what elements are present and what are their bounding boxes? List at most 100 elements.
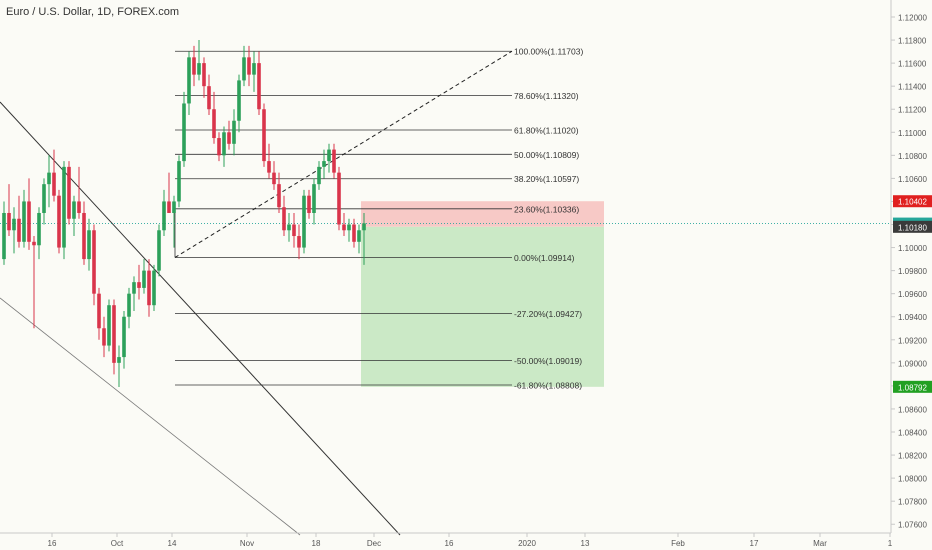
fib-level-label: -61.80%(1.08808) (514, 380, 582, 390)
candle-body (72, 201, 76, 219)
candle-body (7, 212, 11, 231)
time-tick-label: 17 (750, 539, 759, 548)
candle-body (262, 109, 266, 162)
time-axis-ticks: 16 Oct 14 Nov 18 Dec 16 2020 13 Feb 17 Mar 1 (48, 533, 893, 548)
candle-body (222, 132, 226, 156)
time-tick-label: Dec (367, 539, 381, 548)
candle-body (292, 224, 296, 237)
fib-level-label: -50.00%(1.09019) (514, 356, 582, 366)
candle-body (307, 195, 311, 213)
chart-title: Euro / U.S. Dollar, 1D, FOREX.com (6, 6, 179, 18)
candle-body (47, 172, 51, 185)
fib-level-label: -27.20%(1.09427) (514, 309, 582, 319)
candle-body (82, 212, 86, 260)
price-tick-label: 1.11400 (898, 83, 927, 92)
candle-body (127, 293, 131, 317)
candle-body (32, 241, 36, 246)
candle-body (132, 282, 136, 294)
candle-body (187, 57, 191, 104)
price-tick-label: 1.09400 (898, 313, 927, 322)
candle-body (22, 201, 26, 242)
price-tag-label: 1.10180 (898, 223, 927, 232)
time-tick-label: 2020 (518, 539, 536, 548)
candle-body (207, 86, 211, 110)
price-tick-label: 1.10600 (898, 175, 927, 184)
price-tick-label: 1.09800 (898, 267, 927, 276)
fib-level-label: 38.20%(1.10597) (514, 174, 579, 184)
price-tag-box (893, 220, 932, 233)
candle-body (237, 80, 241, 121)
candle-body (347, 224, 351, 231)
candle-body (157, 230, 161, 271)
time-tick-label: 16 (48, 539, 57, 548)
trend-line-upper[interactable] (0, 101, 401, 536)
time-axis[interactable]: 16 Oct 14 Nov 18 Dec 16 2020 13 Feb 17 Mar 1 (0, 532, 893, 548)
candle-body (352, 224, 356, 242)
price-tag-box (893, 380, 932, 393)
candle-body (227, 132, 231, 144)
candle-body (197, 63, 201, 75)
time-tick-label: 14 (168, 539, 177, 548)
candle-body (87, 230, 91, 260)
candle-body (317, 166, 321, 185)
candle-body (257, 63, 261, 110)
candle-body (312, 184, 316, 213)
candle-body (147, 270, 151, 306)
trend-lines[interactable] (0, 50, 513, 536)
price-tag-label: 1.08792 (898, 383, 927, 392)
candle-body (112, 305, 116, 363)
price-tick-label: 1.09600 (898, 290, 927, 299)
price-tick-label: 1.09000 (898, 359, 927, 368)
candle-body (252, 63, 256, 75)
fib-level-label: 23.60%(1.10336) (514, 204, 579, 214)
price-tag-box (893, 195, 932, 208)
take-profit-zone[interactable] (361, 226, 604, 387)
price-tag-label: 1.10402 (898, 198, 927, 207)
price-tick-label: 1.08600 (898, 405, 927, 414)
candle-body (102, 328, 106, 346)
stop-loss-zone[interactable] (361, 201, 604, 227)
candle-body (302, 195, 306, 248)
candle-body (287, 224, 291, 231)
fib-level-label: 61.80%(1.11020) (514, 125, 579, 135)
candle-body (2, 212, 6, 260)
price-tick-label: 1.07800 (898, 498, 927, 507)
candle-body (322, 161, 326, 167)
trend-line-lower[interactable] (0, 297, 301, 536)
price-axis[interactable]: 1.07600 1.07800 1.08000 1.08200 1.08400 1.086… (890, 0, 932, 533)
price-tick-label: 1.09200 (898, 336, 927, 345)
time-tick-label: 1 (888, 539, 893, 548)
candle-body (277, 184, 281, 208)
candle-body (212, 109, 216, 139)
time-tick-label: 13 (581, 539, 590, 548)
candle-body (267, 161, 271, 173)
fib-level-label: 127.20%(1.12190) (514, 0, 584, 1)
candle-body (272, 172, 276, 185)
candle-body (332, 149, 336, 173)
candle-body (342, 224, 346, 231)
fib-level-label: 0.00%(1.09914) (514, 253, 575, 263)
candle-body (167, 201, 171, 213)
candle-body (217, 138, 221, 156)
candle-body (97, 293, 101, 329)
price-tick-label: 1.11000 (898, 129, 927, 138)
candle-body (232, 120, 236, 144)
fib-trend-dashed-line[interactable] (174, 50, 513, 258)
candle-body (17, 218, 21, 242)
position-boxes[interactable] (361, 201, 604, 387)
price-tick-label: 1.11600 (898, 60, 927, 69)
candle-body (172, 201, 176, 213)
candle-body (67, 166, 71, 219)
time-tick-label: Nov (240, 539, 254, 548)
candle-body (142, 270, 146, 288)
candle-body (327, 149, 331, 162)
candle-body (52, 172, 56, 196)
time-tick-label: 16 (445, 539, 454, 548)
candle-body (107, 305, 111, 346)
fib-level-label: 50.00%(1.10809) (514, 150, 579, 160)
price-tick-label: 1.08000 (898, 475, 927, 484)
candle-body (137, 282, 141, 288)
price-tick-label: 1.10000 (898, 244, 927, 253)
